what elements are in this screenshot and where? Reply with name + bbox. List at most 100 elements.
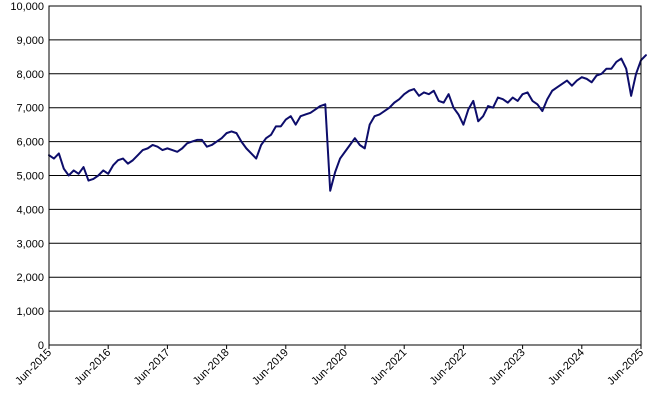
data-point — [329, 190, 331, 192]
data-point — [438, 100, 440, 102]
data-point — [334, 171, 336, 173]
data-point — [596, 74, 598, 77]
data-point — [314, 108, 316, 110]
data-point — [147, 147, 149, 149]
data-point — [152, 144, 154, 146]
data-point — [260, 144, 262, 146]
y-tick-label: 5,000 — [16, 171, 44, 183]
data-point — [507, 102, 509, 104]
data-point — [255, 157, 257, 160]
data-point — [428, 93, 430, 95]
data-point — [270, 134, 272, 136]
data-point — [344, 151, 346, 153]
y-axis-tick-labels: 0 1,000 2,000 3,000 4,000 5,000 6,000 7,000 8,00… — [10, 1, 44, 352]
data-point — [452, 107, 455, 109]
data-point — [156, 146, 159, 148]
series-line — [48, 54, 647, 192]
data-point — [171, 149, 173, 151]
data-point — [73, 169, 75, 172]
data-point — [53, 157, 55, 160]
data-point — [467, 108, 469, 110]
data-point — [63, 168, 65, 170]
y-tick-label: 0 — [38, 340, 44, 352]
data-point — [142, 149, 144, 151]
x-tick-label: Jun-2024 — [546, 347, 587, 388]
data-point — [591, 81, 593, 83]
y-tick-label: 7,000 — [16, 103, 44, 115]
data-point — [82, 166, 85, 168]
data-point — [512, 96, 514, 99]
data-point — [605, 68, 608, 70]
data-point — [487, 105, 489, 107]
y-tick-label: 4,000 — [16, 204, 44, 216]
y-tick-label: 9,000 — [16, 35, 44, 47]
data-point — [235, 132, 238, 134]
data-point — [166, 147, 168, 149]
data-point — [364, 147, 366, 149]
data-point — [378, 113, 381, 116]
data-point — [280, 125, 282, 127]
y-tick-label: 2,000 — [16, 272, 44, 284]
data-point — [191, 141, 193, 143]
data-point — [403, 93, 405, 95]
data-point — [304, 113, 307, 116]
data-point — [546, 98, 548, 100]
data-point — [393, 102, 395, 104]
data-point — [482, 115, 484, 117]
data-point — [107, 173, 109, 175]
data-point — [349, 144, 351, 146]
data-point — [630, 95, 632, 97]
y-tick-label: 1,000 — [16, 306, 44, 318]
data-point — [388, 107, 390, 109]
x-tick-label: Jun-2019 — [250, 347, 291, 388]
data-point — [68, 174, 70, 177]
plot-frame — [48, 5, 642, 346]
data-point — [245, 147, 247, 149]
data-point — [137, 154, 139, 156]
data-point — [610, 68, 613, 70]
data-point — [250, 152, 252, 155]
data-point — [502, 98, 504, 100]
data-point — [492, 107, 494, 109]
data-point — [176, 151, 178, 153]
data-point — [275, 125, 277, 127]
data-point — [526, 91, 529, 94]
data-point — [354, 137, 356, 139]
data-point — [230, 130, 233, 133]
data-point — [517, 100, 519, 102]
data-point — [571, 85, 573, 87]
data-point — [576, 79, 578, 82]
data-point — [556, 86, 558, 88]
data-point — [300, 115, 302, 117]
data-point — [418, 95, 420, 97]
data-point — [226, 132, 228, 134]
data-point — [413, 88, 415, 90]
x-tick-label: Jun-2017 — [132, 347, 173, 388]
x-tick-label: Jun-2023 — [487, 347, 528, 388]
x-tick-label: Jun-2022 — [428, 347, 469, 388]
data-point — [443, 102, 445, 104]
data-point — [369, 124, 371, 126]
data-point — [536, 103, 539, 105]
data-point — [221, 137, 223, 139]
x-axis-tick-labels: Jun-2015 Jun-2016 Jun-2017 Jun-2018 Jun-2019… — [13, 345, 646, 388]
data-point — [581, 76, 583, 78]
data-point — [122, 157, 124, 160]
data-point — [181, 147, 183, 149]
data-point — [206, 146, 208, 148]
y-tick-label: 10,000 — [10, 1, 44, 13]
data-point — [78, 173, 80, 175]
data-point — [448, 93, 450, 95]
data-point — [615, 61, 617, 63]
data-point — [309, 112, 312, 114]
data-point — [211, 144, 213, 146]
x-tick-label: Jun-2025 — [605, 347, 646, 388]
data-point — [462, 124, 464, 126]
data-point — [339, 157, 341, 160]
data-point — [58, 152, 60, 155]
data-point — [374, 115, 376, 117]
data-point — [423, 91, 425, 94]
data-point — [102, 169, 104, 172]
data-point — [551, 90, 553, 92]
